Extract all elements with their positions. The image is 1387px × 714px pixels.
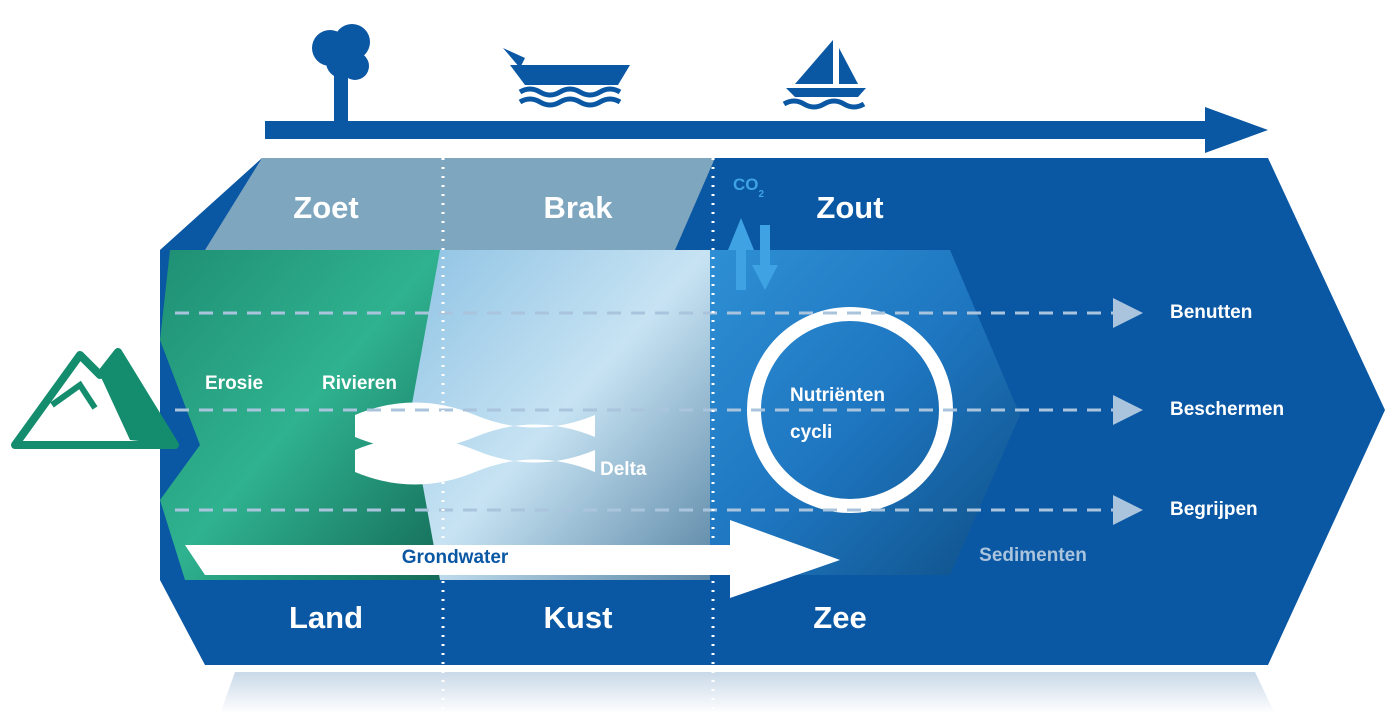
zone-top: Brak [544,190,614,225]
label: Delta [600,459,647,480]
action: Benutten [1170,302,1252,323]
label: cycli [790,422,832,443]
label: Nutriënten [790,385,885,406]
co2-text: CO [733,175,759,194]
label: Grondwater [402,547,509,568]
diagram: Zoet Brak Zout CO2 Erosie Rivieren Delta… [0,0,1387,714]
label: Rivieren [322,373,397,394]
co2-subscript: 2 [759,189,765,200]
zone-bottom: Zee [813,600,866,635]
zone-bottom: Land [289,600,363,635]
label: Erosie [205,373,263,394]
action: Beschermen [1170,399,1284,420]
label: Sedimenten [979,545,1087,566]
action: Begrijpen [1170,499,1258,520]
zone-top: Zoet [293,190,358,225]
zone-top: Zout [816,190,883,225]
zone-bottom: Kust [544,600,613,635]
